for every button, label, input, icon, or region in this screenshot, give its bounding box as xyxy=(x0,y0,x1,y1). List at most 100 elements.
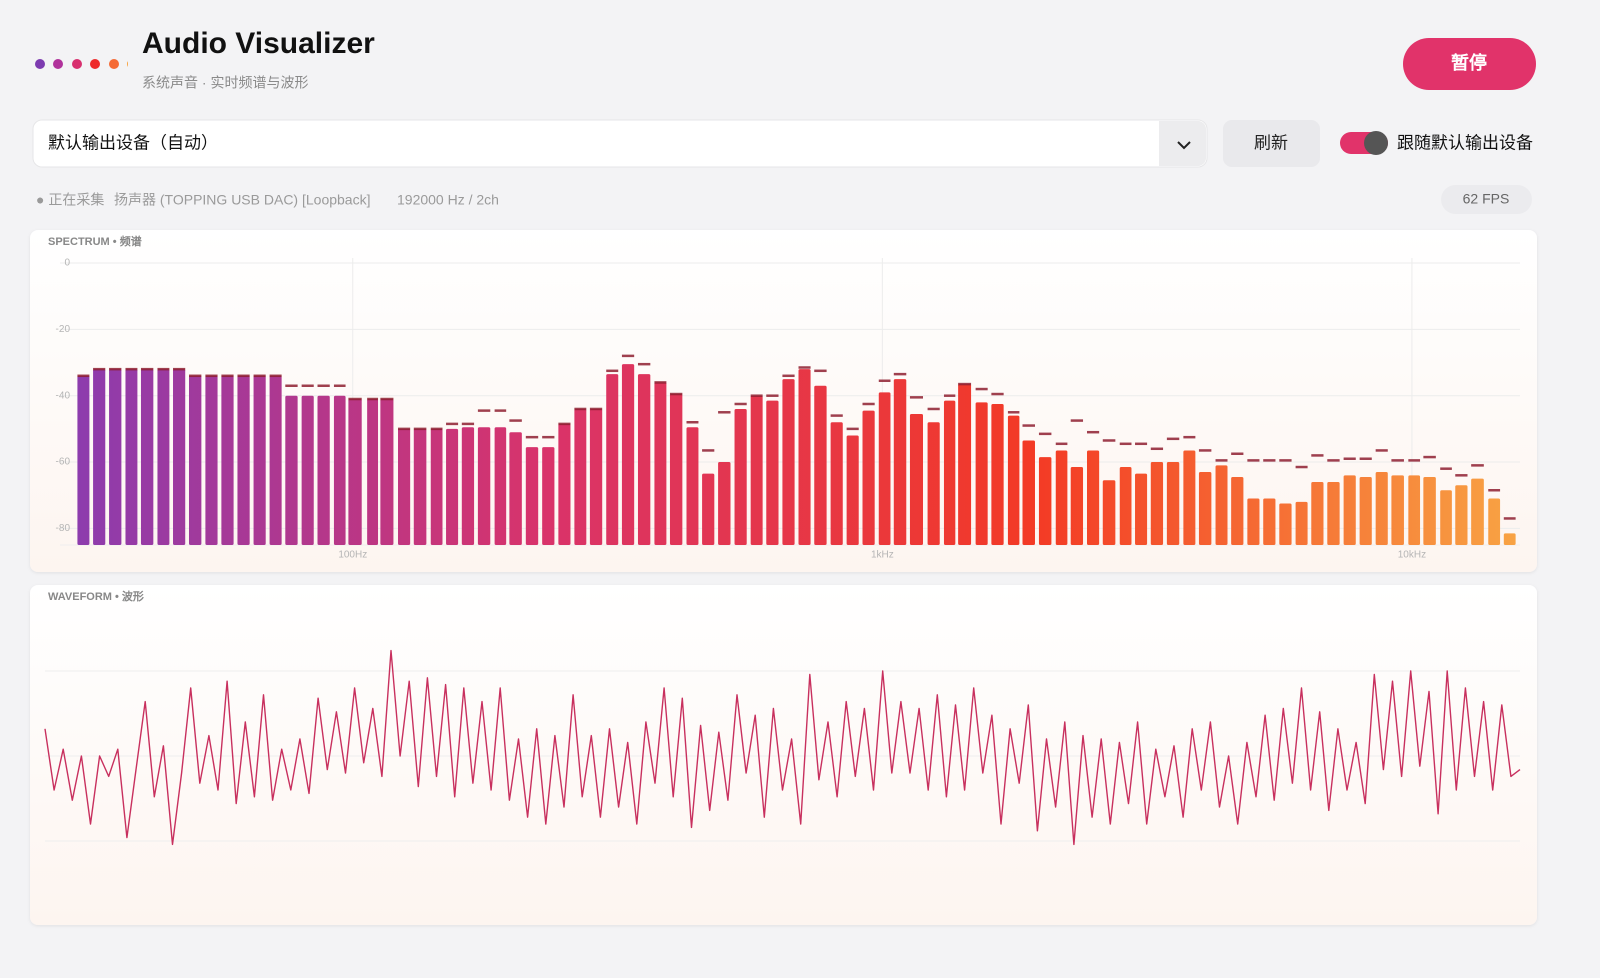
bar xyxy=(574,408,587,545)
bar xyxy=(317,395,330,545)
bar xyxy=(621,364,635,545)
bar xyxy=(509,432,522,545)
bar xyxy=(1279,503,1292,545)
bar xyxy=(140,369,154,545)
bar xyxy=(878,392,891,545)
select-value[interactable]: 默认输出设备（自动） xyxy=(48,133,218,152)
bar xyxy=(1007,415,1020,545)
y-tick-label: -80 xyxy=(56,523,71,534)
bar xyxy=(253,375,266,545)
bar xyxy=(846,435,859,545)
select-arrow[interactable] xyxy=(1177,141,1191,150)
bar xyxy=(77,375,90,545)
bar xyxy=(927,422,940,545)
bar xyxy=(237,375,250,545)
bar xyxy=(750,395,763,545)
bar xyxy=(814,385,827,545)
bar xyxy=(1311,481,1324,545)
bar xyxy=(1055,450,1068,545)
pause-button[interactable]: 暂停 xyxy=(1403,38,1536,90)
bar xyxy=(830,422,843,545)
bar xyxy=(1327,481,1340,545)
bar xyxy=(494,427,507,545)
bar xyxy=(430,428,443,545)
x-tick-label: 1kHz xyxy=(871,550,894,561)
bar xyxy=(1038,457,1052,545)
y-tick-label: -40 xyxy=(56,390,71,401)
bar xyxy=(301,395,314,545)
bar xyxy=(1343,475,1356,545)
dot xyxy=(35,59,45,69)
bar xyxy=(398,428,411,545)
fps-pill xyxy=(1441,185,1532,214)
bar xyxy=(943,400,956,545)
bar xyxy=(669,394,683,545)
y-tick-label: -60 xyxy=(56,457,71,468)
bar xyxy=(686,427,699,545)
bar xyxy=(1150,462,1164,545)
spectrum-title: SPECTRUM • 频谱 xyxy=(48,234,142,248)
y-tick-label: -20 xyxy=(56,324,71,335)
bar xyxy=(1119,467,1132,545)
bar xyxy=(367,399,379,545)
dot xyxy=(109,59,119,69)
pause-button-bg[interactable] xyxy=(1403,38,1536,90)
bar xyxy=(109,369,122,545)
waveform-panel xyxy=(30,585,1537,925)
bar xyxy=(1359,476,1372,545)
dot-mask xyxy=(128,50,140,80)
status-device: 扬声器 (TOPPING USB DAC) [Loopback] xyxy=(114,192,370,208)
bar xyxy=(862,410,875,545)
select-box[interactable] xyxy=(32,119,1208,168)
bar xyxy=(221,375,234,545)
bar xyxy=(269,375,282,545)
bar xyxy=(1215,465,1228,545)
select-arrow-bg[interactable] xyxy=(1159,121,1206,166)
bar xyxy=(285,395,298,545)
dot xyxy=(90,59,100,69)
toggle-label[interactable]: 跟随默认输出设备 xyxy=(1397,133,1533,152)
bar xyxy=(446,428,459,545)
bar xyxy=(461,427,475,545)
refresh-button-bg[interactable] xyxy=(1223,120,1320,167)
bar xyxy=(1503,533,1516,545)
bar xyxy=(1263,498,1276,545)
bar xyxy=(157,369,170,545)
bar xyxy=(909,413,924,545)
bar xyxy=(413,428,427,545)
bar xyxy=(1102,480,1116,545)
toggle-knob[interactable] xyxy=(1364,131,1388,155)
bar xyxy=(1391,475,1404,545)
bar xyxy=(991,403,1004,545)
device-select[interactable]: 默认输出设备（自动） xyxy=(32,119,1208,168)
bar xyxy=(718,462,731,545)
bar xyxy=(975,402,988,545)
waveform-line xyxy=(44,649,1521,846)
refresh-button-label[interactable]: 刷新 xyxy=(1254,133,1288,152)
bar xyxy=(1135,473,1148,545)
charts: 0 -20 -40 -60 -80 100Hz 1kHz 10kHz xyxy=(44,258,1521,846)
bar xyxy=(1231,476,1244,545)
waveform-title: WAVEFORM • 波形 xyxy=(48,589,144,603)
bar xyxy=(893,379,907,545)
bar xyxy=(1166,462,1180,545)
bar xyxy=(188,375,202,545)
bar xyxy=(654,382,667,545)
bar xyxy=(380,399,394,545)
follow-toggle[interactable] xyxy=(1340,131,1388,155)
y-tick-label: 0 xyxy=(64,258,70,269)
bar xyxy=(798,369,811,545)
bar xyxy=(589,408,603,545)
pause-button-label[interactable]: 暂停 xyxy=(1451,52,1487,73)
refresh-button[interactable]: 刷新 xyxy=(1223,120,1320,167)
bar xyxy=(333,395,346,545)
bar xyxy=(958,384,972,545)
status-format: 192000 Hz / 2ch xyxy=(397,192,499,208)
bar xyxy=(1423,476,1436,545)
bar xyxy=(525,447,539,545)
bar xyxy=(1471,478,1484,545)
bar xyxy=(1086,450,1100,545)
bar xyxy=(542,447,555,545)
